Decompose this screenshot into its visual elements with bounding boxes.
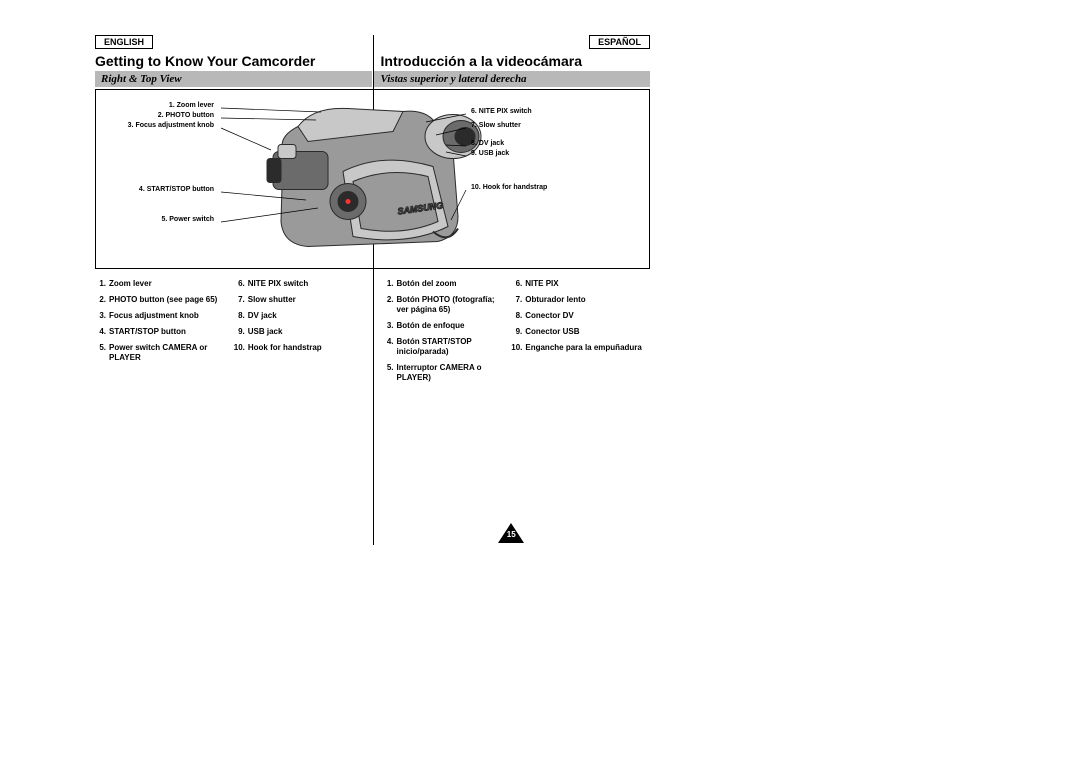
callout-10: 10. Hook for handstrap [471, 184, 547, 191]
list-item: 7.Obturador lento [511, 295, 644, 305]
list-item: 2.PHOTO button (see page 65) [95, 295, 228, 305]
callout-3: 3. Focus adjustment knob [128, 122, 214, 129]
callout-5: 5. Power switch [161, 216, 214, 223]
list-item: 6.NITE PIX [511, 279, 644, 289]
callout-6: 6. NITE PIX switch [471, 108, 532, 115]
list-en-col1: 1.Zoom lever 2.PHOTO button (see page 65)… [95, 279, 234, 389]
list-es-col2: 6.NITE PIX 7.Obturador lento 8.Conector DV… [511, 279, 650, 389]
title-en: Getting to Know Your Camcorder [95, 51, 373, 71]
callout-7: 7. Slow shutter [471, 122, 521, 129]
list-item: 2.Botón PHOTO (fotografía; ver página 65… [383, 295, 506, 315]
manual-page: ENGLISH ESPAÑOL Getting to Know Your Cam… [95, 35, 650, 545]
callout-2: 2. PHOTO button [158, 112, 214, 119]
callout-4: 4. START/STOP button [139, 186, 214, 193]
list-item: 7.Slow shutter [234, 295, 367, 305]
list-item: 5.Interruptor CAMERA o PLAYER) [383, 363, 506, 383]
list-item: 10.Enganche para la empuñadura [511, 343, 644, 353]
lang-spanish: ESPAÑOL [589, 35, 650, 49]
title-es: Introducción a la videocámara [373, 51, 651, 71]
list-item: 3.Botón de enfoque [383, 321, 506, 331]
list-item: 3.Focus adjustment knob [95, 311, 228, 321]
list-item: 8.Conector DV [511, 311, 644, 321]
list-item: 4.Botón START/STOP inicio/parada) [383, 337, 506, 357]
list-item: 10.Hook for handstrap [234, 343, 367, 353]
list-item: 4.START/STOP button [95, 327, 228, 337]
page-number: 15 [504, 530, 518, 539]
subtitle-es: Vistas superior y lateral derecha [373, 71, 651, 87]
diagram-box: SAMSUNG 1. Zoom lever 2. PHOTO button 3.… [95, 89, 650, 269]
page-number-triangle: 15 [498, 523, 524, 543]
list-item: 9.Conector USB [511, 327, 644, 337]
list-en-col2: 6.NITE PIX switch 7.Slow shutter 8.DV jack… [234, 279, 373, 389]
callout-9: 9. USB jack [471, 150, 509, 157]
list-item: 5.Power switch CAMERA or PLAYER [95, 343, 228, 363]
list-es-col1: 1.Botón del zoom 2.Botón PHOTO (fotografí… [373, 279, 512, 389]
lang-english: ENGLISH [95, 35, 153, 49]
subtitle-en: Right & Top View [95, 71, 373, 87]
list-item: 8.DV jack [234, 311, 367, 321]
callout-1: 1. Zoom lever [169, 102, 214, 109]
callout-8: 8. DV jack [471, 140, 504, 147]
list-item: 9.USB jack [234, 327, 367, 337]
list-item: 1.Botón del zoom [383, 279, 506, 289]
list-item: 1.Zoom lever [95, 279, 228, 289]
list-item: 6.NITE PIX switch [234, 279, 367, 289]
